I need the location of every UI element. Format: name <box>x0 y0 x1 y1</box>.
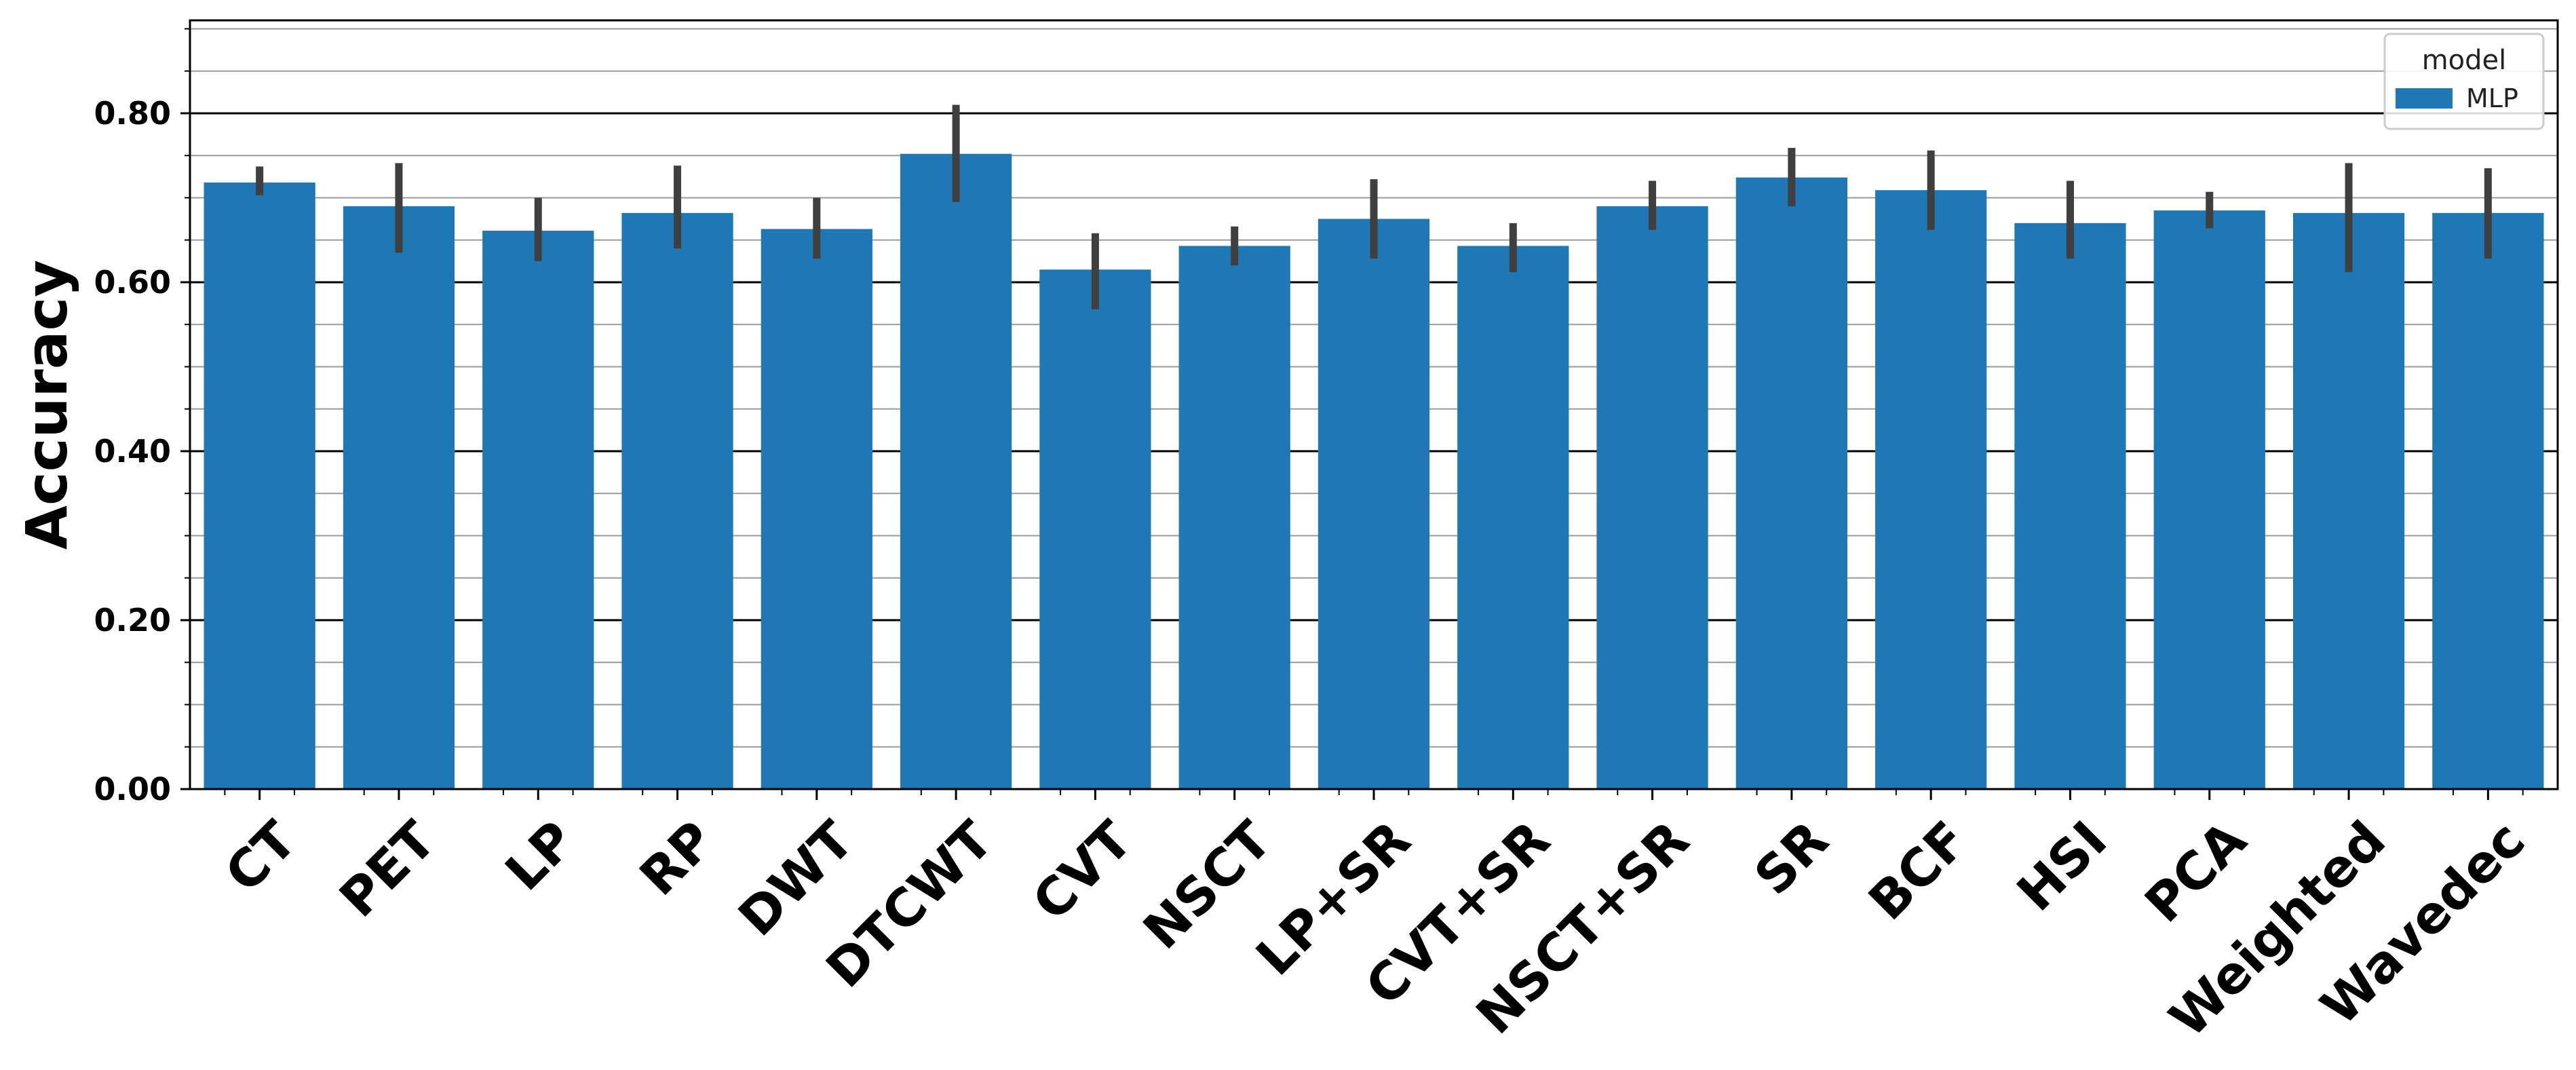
bar <box>1596 206 1708 789</box>
bar <box>482 231 594 789</box>
x-tick-label: PET <box>328 809 447 929</box>
y-tick-label: 0.40 <box>94 433 172 470</box>
x-tick-label: CVT <box>1021 809 1144 932</box>
bar <box>2432 212 2544 789</box>
y-tick-label: 0.60 <box>94 264 172 301</box>
bar <box>2014 223 2126 789</box>
legend: model MLP <box>2383 33 2545 130</box>
bar <box>1457 246 1569 789</box>
x-tick-label: PCA <box>2133 809 2257 934</box>
x-tick-label: SR <box>1743 809 1840 906</box>
bar <box>621 212 733 789</box>
y-tick-label: 0.80 <box>94 95 172 132</box>
legend-title: model <box>2422 45 2507 76</box>
y-axis-label: Accuracy <box>14 260 80 550</box>
bar <box>1039 269 1151 789</box>
legend-label-mlp: MLP <box>2466 83 2518 113</box>
x-tick-label: LP <box>494 809 587 902</box>
legend-swatch-mlp <box>2396 88 2453 109</box>
bar <box>204 183 315 789</box>
y-axis-ticks: 0.00 0.20 0.40 0.60 0.80 <box>94 28 190 807</box>
x-tick-label: BCF <box>1857 809 1979 932</box>
bar <box>1875 190 1987 789</box>
bar <box>343 206 455 789</box>
bar <box>761 229 872 789</box>
bar <box>1178 246 1290 789</box>
y-tick-label: 0.00 <box>94 771 172 807</box>
x-tick-label: RP <box>628 809 726 907</box>
bar <box>900 153 1012 789</box>
bar <box>1318 218 1430 790</box>
x-tick-label: CT <box>214 809 308 904</box>
y-tick-label: 0.20 <box>94 602 172 638</box>
bar <box>2153 210 2265 790</box>
error-bars <box>256 104 2492 309</box>
bar <box>2292 212 2405 789</box>
bar <box>1735 177 1847 790</box>
bars <box>204 153 2544 790</box>
x-tick-label: HSI <box>2005 809 2119 923</box>
